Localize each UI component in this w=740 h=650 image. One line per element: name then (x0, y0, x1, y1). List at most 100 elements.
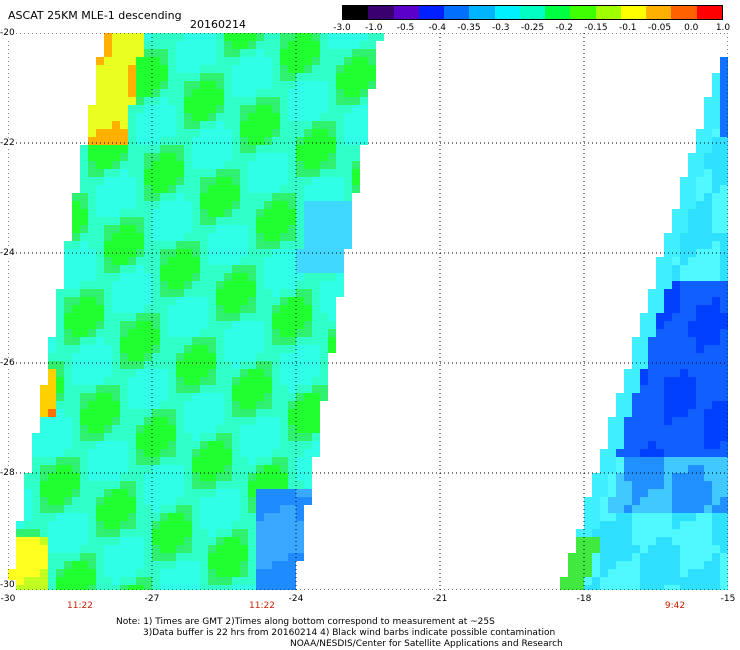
swath-pixel (648, 537, 656, 545)
swath-pixel (328, 161, 336, 169)
swath-pixel (720, 265, 728, 273)
swath-pixel (344, 137, 352, 145)
swath-pixel (248, 177, 256, 185)
swath-pixel (120, 185, 128, 193)
swath-pixel (32, 497, 40, 505)
swath-pixel (320, 289, 328, 297)
swath-pixel (248, 161, 256, 169)
swath-pixel (280, 153, 288, 161)
swath-pixel (272, 473, 280, 481)
colorbar-swatch (646, 6, 672, 19)
swath-pixel (104, 217, 112, 225)
swath-pixel (48, 441, 56, 449)
swath-pixel (256, 81, 264, 89)
swath-pixel (648, 297, 656, 305)
swath-pixel (288, 425, 296, 433)
swath-pixel (192, 81, 200, 89)
swath-pixel (248, 377, 256, 385)
swath-pixel (720, 345, 728, 353)
swath-pixel (112, 41, 120, 49)
swath-pixel (712, 385, 720, 393)
swath-pixel (112, 505, 120, 513)
swath-pixel (672, 433, 680, 441)
swath-pixel (248, 169, 256, 177)
swath-pixel (208, 353, 216, 361)
swath-pixel (160, 177, 168, 185)
swath-pixel (144, 161, 152, 169)
swath-pixel (680, 321, 688, 329)
swath-pixel (232, 585, 240, 590)
swath-pixel (168, 497, 176, 505)
swath-pixel (136, 201, 144, 209)
swath-pixel (648, 345, 656, 353)
swath-pixel (680, 537, 688, 545)
swath-pixel (144, 121, 152, 129)
swath-pixel (320, 217, 328, 225)
swath-pixel (320, 105, 328, 113)
swath-pixel (248, 129, 256, 137)
swath-pixel (256, 225, 264, 233)
swath-pixel (704, 497, 712, 505)
time-label: 9:42 (664, 601, 686, 611)
swath-pixel (712, 321, 720, 329)
swath-pixel (88, 313, 96, 321)
swath-pixel (608, 577, 616, 585)
swath-pixel (664, 369, 672, 377)
swath-pixel (264, 497, 272, 505)
swath-pixel (200, 225, 208, 233)
swath-pixel (128, 297, 136, 305)
swath-pixel (632, 457, 640, 465)
swath-pixel (96, 105, 104, 113)
swath-pixel (272, 241, 280, 249)
swath-pixel (112, 409, 120, 417)
swath-pixel (120, 257, 128, 265)
swath-pixel (352, 65, 360, 73)
swath-pixel (680, 257, 688, 265)
swath-pixel (304, 465, 312, 473)
swath-pixel (608, 521, 616, 529)
swath-pixel (240, 185, 248, 193)
swath-pixel (304, 273, 312, 281)
swath-pixel (304, 153, 312, 161)
swath-pixel (128, 169, 136, 177)
swath-pixel (160, 57, 168, 65)
swath-pixel (648, 377, 656, 385)
swath-pixel (232, 177, 240, 185)
swath-pixel (304, 161, 312, 169)
swath-pixel (224, 361, 232, 369)
swath-pixel (48, 577, 56, 585)
swath-pixel (160, 489, 168, 497)
swath-pixel (120, 233, 128, 241)
swath-pixel (624, 553, 632, 561)
swath-pixel (592, 513, 600, 521)
swath-pixel (288, 513, 296, 521)
swath-pixel (128, 361, 136, 369)
swath-pixel (632, 361, 640, 369)
swath-pixel (40, 585, 48, 590)
swath-pixel (224, 49, 232, 57)
swath-pixel (152, 561, 160, 569)
swath-pixel (72, 377, 80, 385)
map-title: ASCAT 25KM MLE-1 descending (8, 9, 182, 22)
swath-pixel (112, 457, 120, 465)
swath-pixel (96, 425, 104, 433)
swath-pixel (272, 201, 280, 209)
swath-pixel (680, 433, 688, 441)
swath-pixel (640, 345, 648, 353)
swath-pixel (80, 329, 88, 337)
swath-pixel (248, 57, 256, 65)
swath-pixel (96, 489, 104, 497)
swath-pixel (296, 489, 304, 497)
swath-pixel (216, 361, 224, 369)
swath-pixel (152, 353, 160, 361)
swath-pixel (40, 417, 48, 425)
swath-pixel (264, 265, 272, 273)
swath-pixel (200, 425, 208, 433)
swath-pixel (184, 521, 192, 529)
swath-pixel (280, 473, 288, 481)
swath-pixel (336, 217, 344, 225)
swath-pixel (64, 297, 72, 305)
swath-pixel (152, 289, 160, 297)
swath-pixel (704, 409, 712, 417)
swath-pixel (320, 337, 328, 345)
